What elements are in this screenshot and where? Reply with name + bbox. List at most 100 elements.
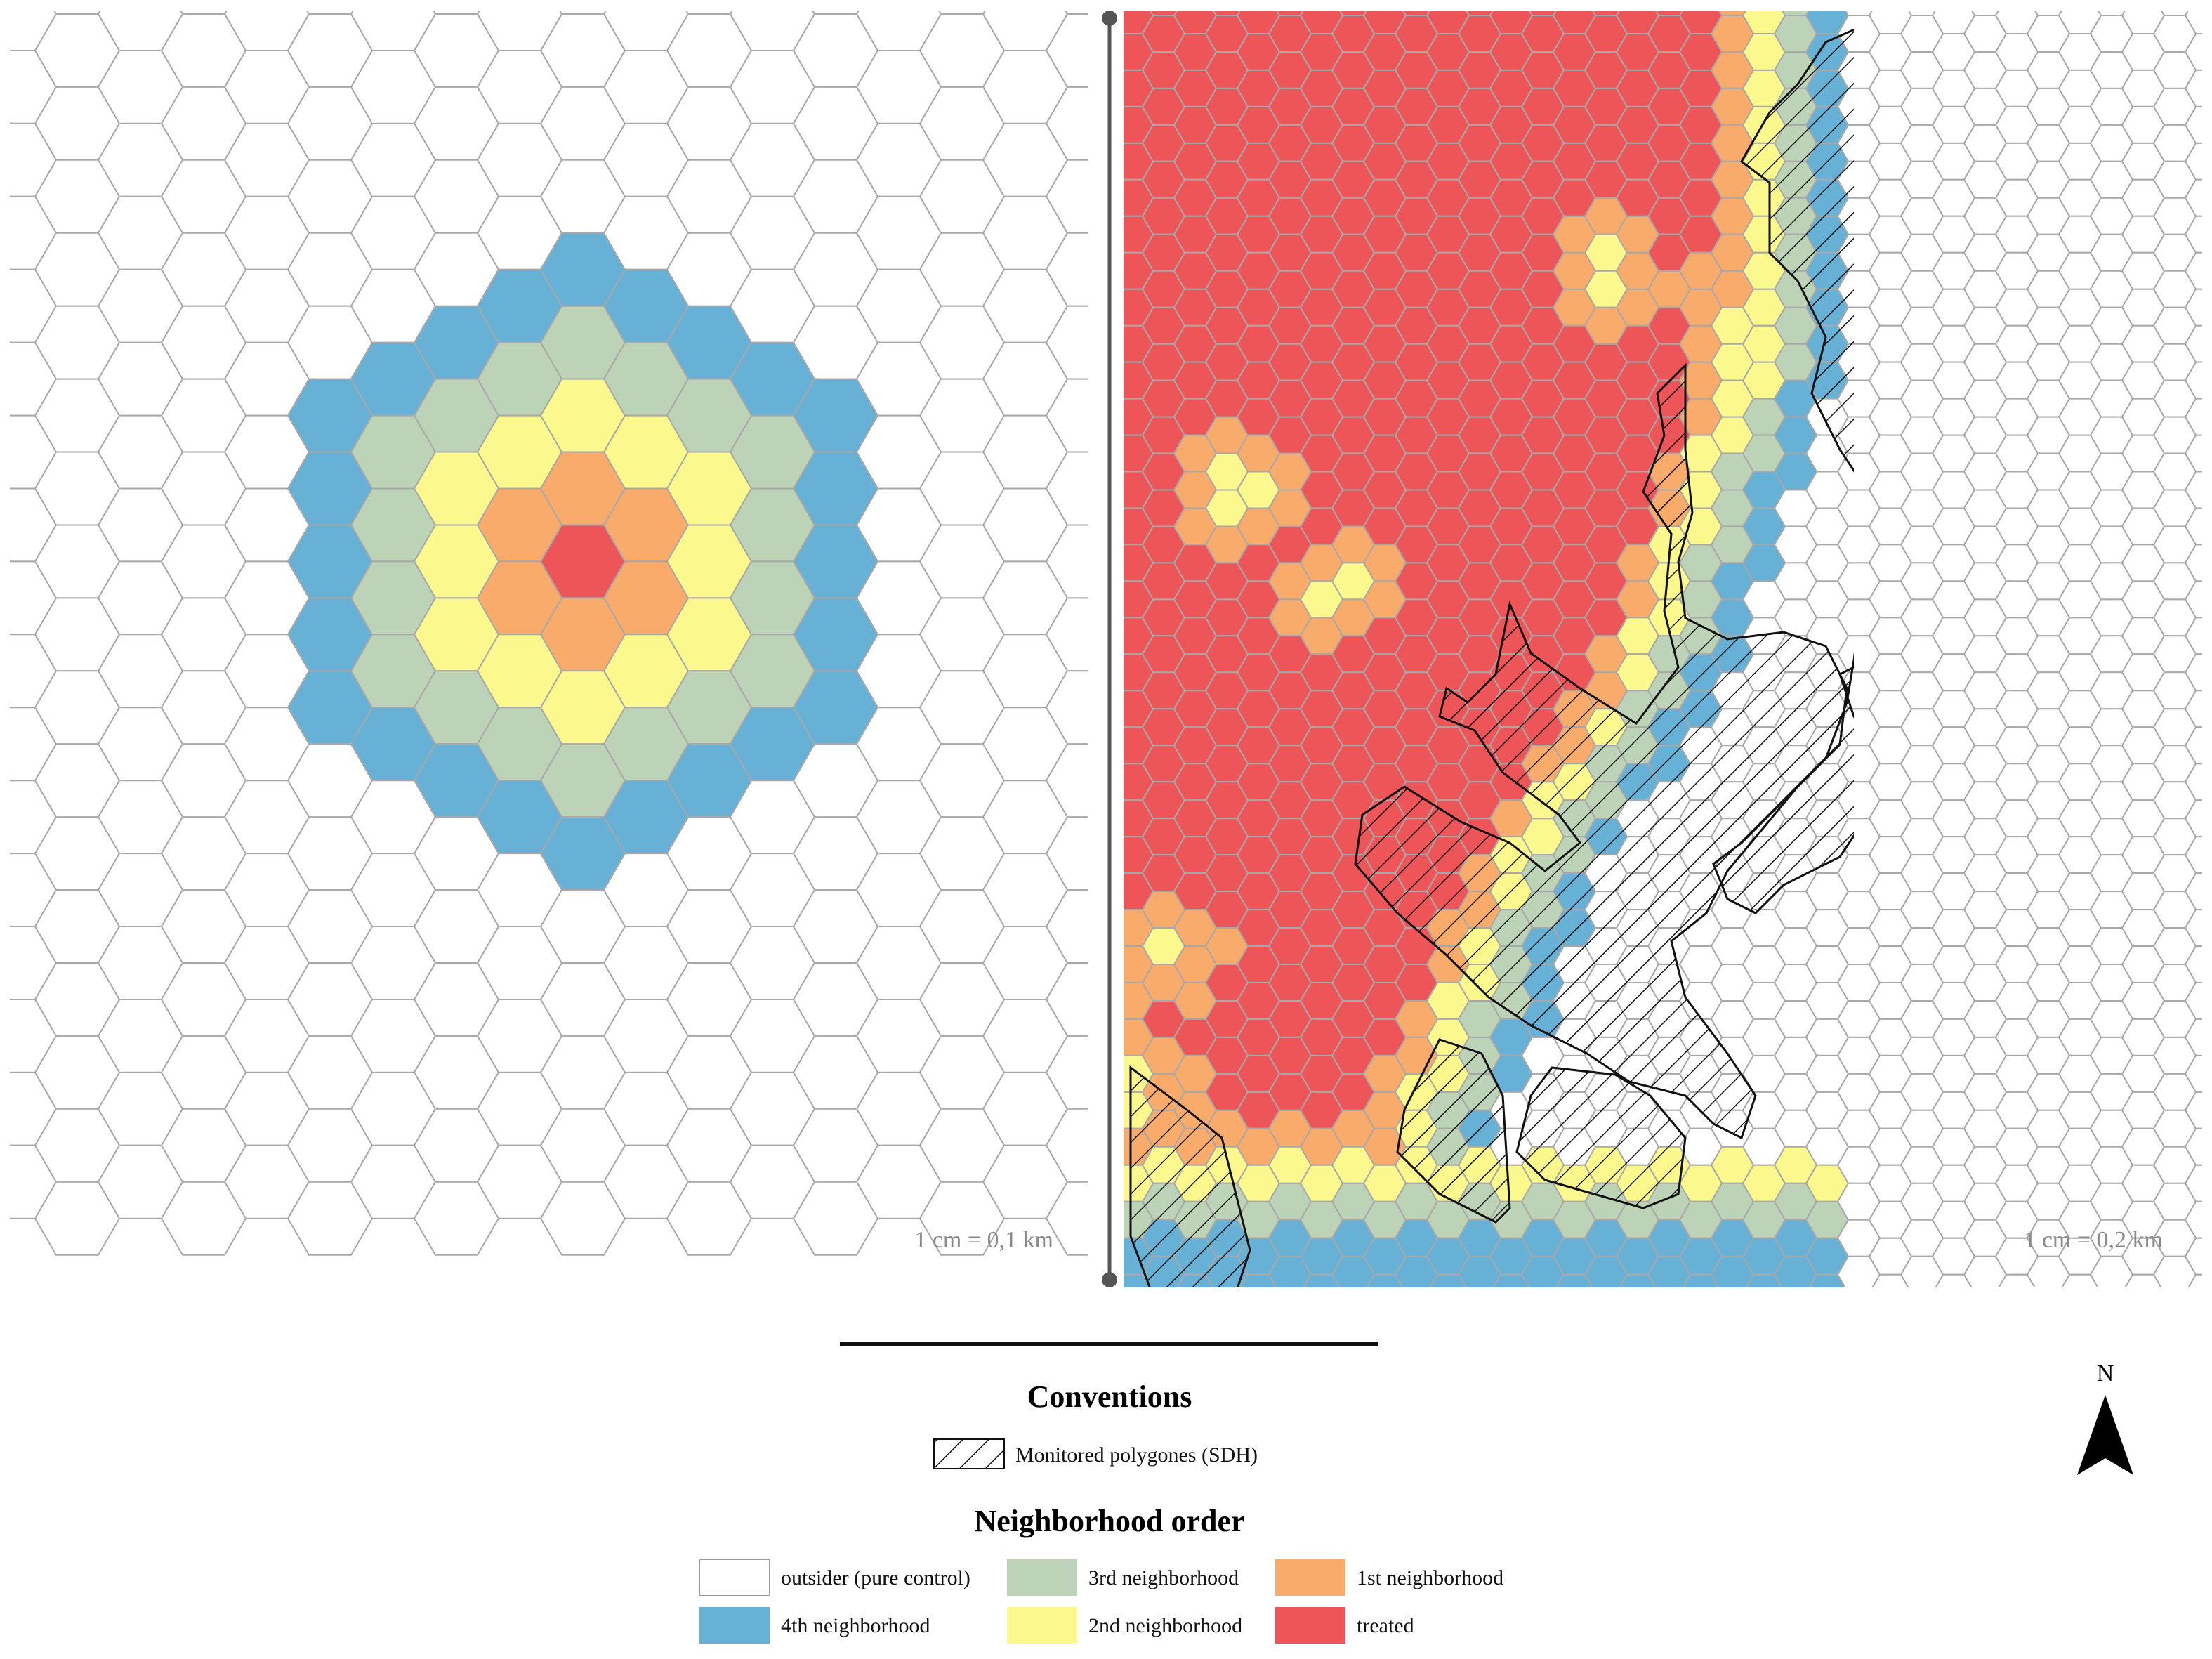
legend-item-n1: 1st neighborhood	[1275, 1559, 1503, 1596]
grid-hex	[2184, 982, 2202, 1020]
grid-hex	[2184, 1200, 2202, 1239]
grid-hex	[2184, 324, 2202, 363]
grid-hex	[1459, 1293, 1501, 1330]
monitored-polygons	[1129, 28, 1854, 1287]
grid-hex	[1045, 743, 1088, 818]
grid-hex	[2184, 799, 2202, 838]
grid-hex	[2027, 1293, 2069, 1330]
grid-hex	[2187, 1273, 2202, 1287]
grid-hex	[1838, 1293, 1880, 1330]
grid-hex	[1045, 305, 1088, 380]
right-scale-label: 1 cm = 0,2 km	[2024, 1227, 2163, 1253]
grid-hex	[2184, 69, 2202, 107]
grid-hex	[1045, 962, 1088, 1037]
left-scale-label: 1 cm = 0,1 km	[914, 1227, 1053, 1253]
grid-hex	[2184, 763, 2202, 801]
grid-hex	[2184, 690, 2202, 728]
monitored-polygon-southeast	[1515, 1066, 1687, 1209]
grid-hex	[2184, 471, 2202, 509]
grid-hex	[1522, 1293, 1564, 1330]
grid-hex	[2184, 251, 2202, 290]
grid-hex	[2184, 11, 2202, 34]
conventions-title: Conventions	[1027, 1379, 1192, 1414]
grid-hex	[1045, 86, 1088, 161]
grid-hex	[2184, 1237, 2202, 1276]
treated-swatch	[1275, 1607, 1345, 1644]
grid-hex	[2154, 1293, 2196, 1330]
grid-hex	[2184, 945, 2202, 983]
grid-hex	[1045, 451, 1088, 526]
grid-hex	[2184, 544, 2202, 582]
monitored-swatch	[933, 1438, 1005, 1469]
grid-hex	[2184, 1018, 2202, 1056]
grid-hex	[1045, 524, 1088, 599]
grid-hex	[2091, 1293, 2133, 1330]
grid-hex	[1045, 1181, 1088, 1256]
legend-item-treated: treated	[1275, 1607, 1414, 1644]
legend-item-n3: 3rd neighborhood	[1007, 1559, 1239, 1596]
n2-swatch	[1007, 1607, 1077, 1644]
treated-label: treated	[1357, 1614, 1414, 1637]
grid-hex	[1964, 1293, 2006, 1330]
grid-hex	[1901, 1293, 1943, 1330]
grid-hex	[2184, 1127, 2202, 1166]
grid-hex	[2184, 617, 2202, 655]
grid-hex	[2184, 726, 2202, 765]
legend-item-monitored: Monitored polygones (SDH)	[933, 1438, 1258, 1469]
right-hex-grid	[1079, 11, 2202, 1330]
grid-hex	[2184, 105, 2202, 144]
grid-hex	[2184, 580, 2202, 619]
left-hex-panel: 1 cm = 0,1 km	[10, 11, 1088, 1256]
legend-item-n2: 2nd neighborhood	[1007, 1607, 1242, 1644]
grid-hex	[2184, 836, 2202, 874]
monitored-polygon-southwest	[1129, 1065, 1251, 1287]
grid-hex	[1045, 232, 1088, 307]
grid-hex	[1269, 1293, 1311, 1330]
outsider-swatch	[699, 1559, 770, 1596]
outsider-label: outsider (pure control)	[781, 1566, 970, 1589]
grid-hex	[1775, 1293, 1817, 1330]
grid-hex	[1585, 1293, 1627, 1330]
n2-label: 2nd neighborhood	[1088, 1614, 1242, 1637]
grid-hex	[2184, 215, 2202, 254]
grid-hex	[1045, 159, 1088, 234]
n4-swatch	[699, 1607, 770, 1644]
n3-swatch	[1007, 1559, 1077, 1596]
grid-hex	[1045, 889, 1088, 964]
legend-item-n4: 4th neighborhood	[699, 1607, 930, 1644]
grid-hex	[2184, 178, 2202, 217]
grid-hex	[2184, 1091, 2202, 1129]
grid-hex	[2184, 288, 2202, 327]
monitored-polygon-center	[1354, 362, 1848, 1140]
grid-hex	[2184, 398, 2202, 436]
left-hex-grid	[10, 11, 1088, 1256]
legend: Conventions Monitored polygones (SDH) Ne…	[699, 1379, 1503, 1644]
grid-hex	[1045, 597, 1088, 672]
grid-hex	[2184, 653, 2202, 692]
n1-label: 1st neighborhood	[1357, 1566, 1503, 1589]
grid-hex	[2184, 872, 2202, 911]
monitored-label: Monitored polygones (SDH)	[1015, 1443, 1258, 1467]
grid-hex	[1045, 13, 1088, 88]
right-hex-panel: 1 cm = 0,2 km	[1079, 11, 2202, 1330]
grid-hex	[1079, 1293, 1121, 1330]
monitored-polygon-east	[1712, 28, 1854, 914]
grid-hex	[1045, 1108, 1088, 1183]
north-arrow-icon	[2077, 1395, 2133, 1475]
legend-item-outsider: outsider (pure control)	[699, 1559, 970, 1596]
grid-hex	[2184, 507, 2202, 546]
grid-hex	[2184, 909, 2202, 947]
north-arrow: N	[2077, 1360, 2133, 1475]
grid-hex	[1045, 816, 1088, 891]
grid-hex	[1648, 1293, 1690, 1330]
panel-divider	[1102, 11, 1117, 1287]
north-label: N	[2097, 1360, 2114, 1386]
grid-hex	[2184, 33, 2202, 71]
grid-hex	[1045, 1035, 1088, 1110]
n4-label: 4th neighborhood	[781, 1614, 930, 1637]
grid-hex	[1045, 670, 1088, 745]
n1-swatch	[1275, 1559, 1345, 1596]
monitored-polygon-south	[1396, 1038, 1511, 1224]
grid-hex	[2184, 1054, 2202, 1093]
